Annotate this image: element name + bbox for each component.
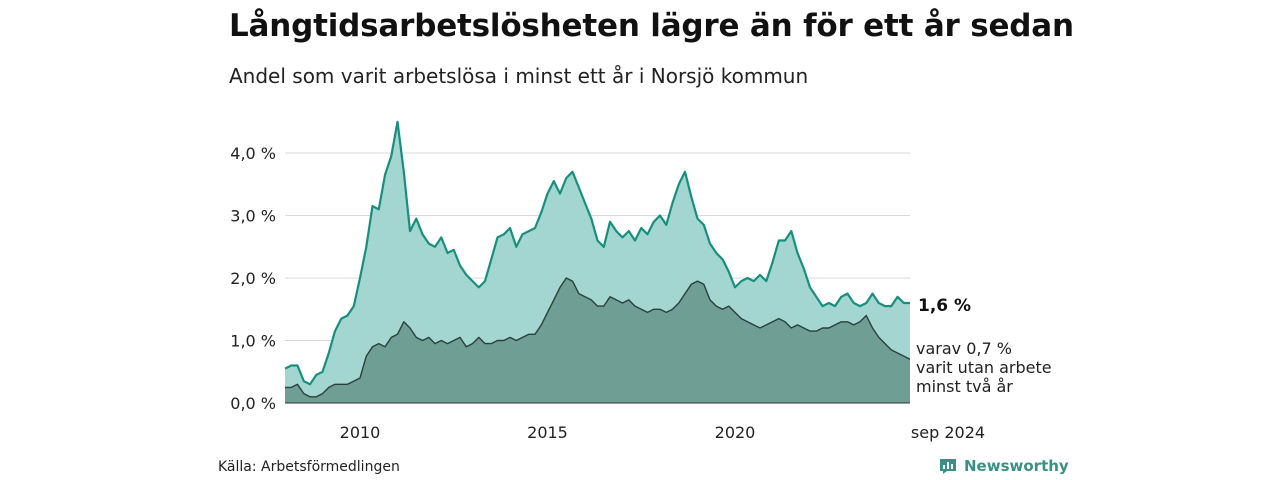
subset-annotation-line: varit utan arbete: [916, 358, 1052, 377]
x-tick-label: 2010: [340, 423, 381, 442]
y-tick-label: 4,0 %: [230, 144, 276, 163]
latest-value-label: 1,6 %: [918, 296, 971, 316]
series-1-line: [284, 120, 910, 386]
chart-title: Långtidsarbetslösheten lägre än för ett …: [229, 8, 1074, 44]
x-tick-label: 2015: [527, 423, 568, 442]
source-note: Källa: Arbetsförmedlingen: [218, 459, 400, 475]
y-tick-label: 1,0 %: [230, 332, 276, 351]
subset-annotation-line: minst två år: [916, 377, 1013, 396]
x-tick-label: 2020: [715, 423, 756, 442]
chart-subtitle: Andel som varit arbetslösa i minst ett å…: [229, 64, 809, 88]
brand-name: Newsworthy: [964, 457, 1069, 475]
series-2-area: [285, 278, 910, 403]
y-tick-label: 3,0 %: [230, 207, 276, 226]
x-tick-label: sep 2024: [911, 423, 985, 442]
newsworthy-logo-icon: [940, 459, 956, 474]
subset-annotation-line: varav 0,7 %: [916, 339, 1012, 358]
y-tick-label: 0,0 %: [230, 394, 276, 413]
brand-logo[interactable]: Newsworthy: [938, 456, 1069, 476]
series-2-line: [285, 277, 911, 398]
y-tick-label: 2,0 %: [230, 269, 276, 288]
